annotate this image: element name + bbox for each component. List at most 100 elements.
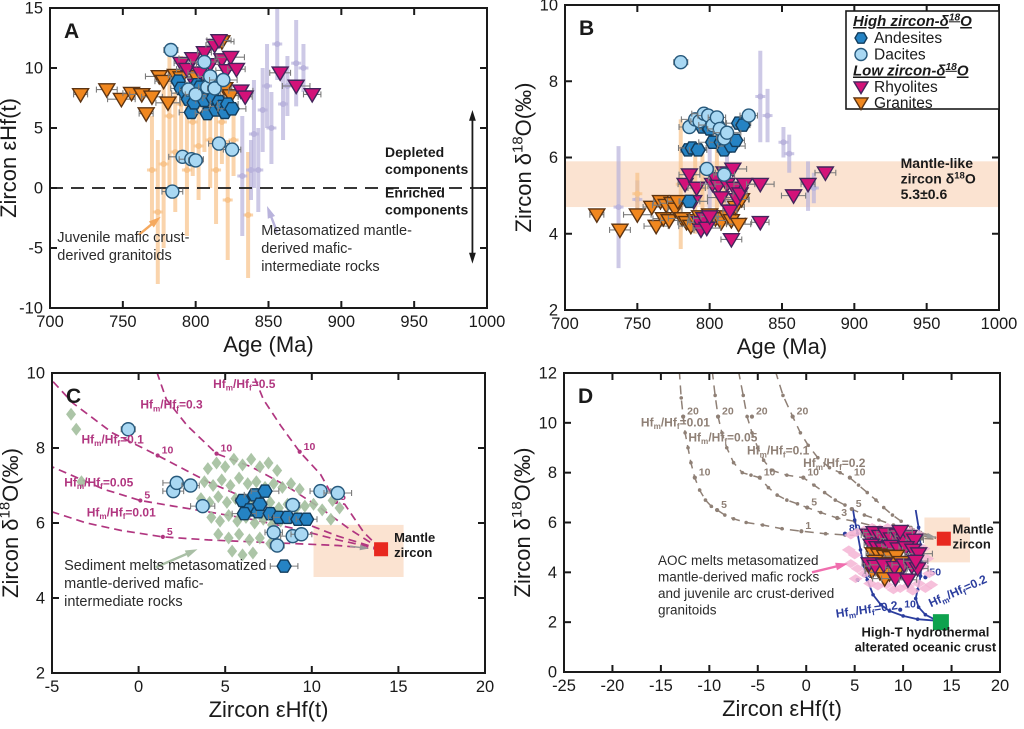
svg-text:-5: -5 bbox=[750, 677, 765, 695]
svg-text:750: 750 bbox=[624, 315, 652, 333]
svg-text:Zircon εHf(t): Zircon εHf(t) bbox=[0, 98, 21, 218]
svg-text:10: 10 bbox=[764, 467, 776, 479]
svg-text:10: 10 bbox=[894, 677, 912, 695]
svg-text:Hfm/Hff=0.05: Hfm/Hff=0.05 bbox=[64, 475, 133, 491]
svg-text:4: 4 bbox=[549, 225, 558, 243]
svg-text:Sediment melts metasomatized: Sediment melts metasomatized bbox=[64, 558, 266, 574]
svg-text:Mantle: Mantle bbox=[953, 522, 994, 537]
svg-text:5: 5 bbox=[167, 526, 173, 538]
svg-text:80: 80 bbox=[849, 523, 861, 535]
svg-text:900: 900 bbox=[328, 313, 356, 331]
svg-text:5: 5 bbox=[221, 678, 230, 696]
panel-a-chart: DepletedcomponentsEnrichedcomponentsJuve… bbox=[0, 0, 505, 357]
svg-text:700: 700 bbox=[36, 313, 64, 331]
svg-text:Hfm/Hff=0.3: Hfm/Hff=0.3 bbox=[140, 398, 203, 414]
svg-text:20: 20 bbox=[476, 678, 494, 696]
svg-text:Low zircon-δ18O: Low zircon-δ18O bbox=[853, 62, 969, 80]
svg-text:10: 10 bbox=[221, 443, 233, 455]
svg-text:6: 6 bbox=[548, 514, 557, 532]
svg-text:Zircon δ18O(‰): Zircon δ18O(‰) bbox=[512, 448, 535, 598]
svg-text:-5: -5 bbox=[45, 678, 60, 696]
svg-text:intermediate rocks: intermediate rocks bbox=[261, 259, 379, 275]
svg-text:Zircon εHf(t): Zircon εHf(t) bbox=[722, 696, 842, 721]
svg-text:5: 5 bbox=[34, 120, 43, 138]
svg-text:12: 12 bbox=[539, 365, 557, 383]
svg-text:C: C bbox=[66, 385, 81, 408]
panel-d-chart: 20202020101010105553180405010Hfm/Hff=0.0… bbox=[512, 365, 1009, 722]
svg-text:0: 0 bbox=[134, 678, 143, 696]
svg-text:10: 10 bbox=[304, 441, 316, 453]
svg-text:20: 20 bbox=[722, 406, 734, 418]
svg-text:Enriched: Enriched bbox=[385, 185, 445, 201]
svg-text:10: 10 bbox=[904, 599, 916, 611]
svg-text:components: components bbox=[385, 161, 468, 177]
svg-text:15: 15 bbox=[389, 678, 407, 696]
svg-text:derived granitoids: derived granitoids bbox=[57, 248, 171, 264]
svg-text:4: 4 bbox=[36, 590, 45, 608]
svg-text:Mantle-like: Mantle-like bbox=[901, 155, 974, 171]
svg-text:10: 10 bbox=[699, 467, 711, 479]
svg-text:8: 8 bbox=[549, 73, 558, 91]
svg-text:D: D bbox=[578, 385, 593, 408]
svg-text:5: 5 bbox=[856, 498, 862, 510]
svg-text:2: 2 bbox=[549, 302, 558, 320]
svg-text:Hfm/Hff=0.5: Hfm/Hff=0.5 bbox=[213, 377, 276, 393]
svg-text:Depleted: Depleted bbox=[385, 144, 444, 160]
svg-text:0: 0 bbox=[34, 180, 43, 198]
svg-text:4: 4 bbox=[548, 564, 557, 582]
svg-text:-15: -15 bbox=[649, 677, 673, 695]
svg-text:Andesites: Andesites bbox=[874, 30, 942, 47]
svg-text:Zircon εHf(t): Zircon εHf(t) bbox=[209, 697, 329, 722]
svg-text:-5: -5 bbox=[28, 240, 43, 258]
svg-text:800: 800 bbox=[182, 313, 210, 331]
svg-text:10: 10 bbox=[807, 467, 819, 479]
svg-text:AOC melts metasomatized: AOC melts metasomatized bbox=[658, 553, 819, 568]
svg-text:20: 20 bbox=[797, 406, 809, 418]
svg-text:5: 5 bbox=[721, 499, 727, 511]
svg-text:20: 20 bbox=[991, 677, 1009, 695]
svg-text:-10: -10 bbox=[19, 300, 43, 318]
svg-text:10: 10 bbox=[27, 365, 45, 383]
svg-text:Dacites: Dacites bbox=[874, 47, 926, 64]
svg-text:5: 5 bbox=[850, 677, 859, 695]
svg-text:15: 15 bbox=[942, 677, 960, 695]
svg-text:0: 0 bbox=[802, 677, 811, 695]
svg-text:B: B bbox=[579, 17, 594, 40]
svg-text:-10: -10 bbox=[697, 677, 721, 695]
svg-text:10: 10 bbox=[539, 414, 557, 432]
svg-text:50: 50 bbox=[929, 566, 941, 578]
svg-text:8: 8 bbox=[548, 464, 557, 482]
svg-text:850: 850 bbox=[255, 313, 283, 331]
svg-text:6: 6 bbox=[36, 515, 45, 533]
svg-text:zircon: zircon bbox=[953, 537, 991, 552]
svg-text:A: A bbox=[64, 20, 79, 43]
svg-text:components: components bbox=[385, 202, 468, 218]
svg-text:zircon: zircon bbox=[394, 545, 432, 560]
svg-text:zircon δ18O: zircon δ18O bbox=[901, 170, 976, 186]
svg-text:High zircon-δ18O: High zircon-δ18O bbox=[853, 12, 972, 30]
svg-text:10: 10 bbox=[25, 60, 43, 78]
svg-text:mantle-derived mafic-: mantle-derived mafic- bbox=[64, 576, 204, 592]
svg-text:0: 0 bbox=[548, 664, 557, 682]
svg-text:intermediate rocks: intermediate rocks bbox=[64, 594, 182, 610]
svg-text:Hfm/Hff=0.1: Hfm/Hff=0.1 bbox=[81, 433, 144, 449]
svg-text:10: 10 bbox=[162, 445, 174, 457]
svg-text:700: 700 bbox=[551, 315, 579, 333]
svg-text:Hfm/Hff=0.2: Hfm/Hff=0.2 bbox=[835, 598, 899, 622]
svg-text:3: 3 bbox=[841, 507, 847, 519]
svg-text:8: 8 bbox=[36, 440, 45, 458]
svg-text:20: 20 bbox=[756, 406, 768, 418]
svg-text:1: 1 bbox=[805, 520, 811, 532]
svg-text:15: 15 bbox=[25, 0, 43, 18]
svg-text:mantle-derived mafic rocks: mantle-derived mafic rocks bbox=[658, 569, 820, 584]
svg-text:Hfm/Hff=0.1: Hfm/Hff=0.1 bbox=[747, 444, 810, 460]
svg-text:Hfm/Hff=0.05: Hfm/Hff=0.05 bbox=[688, 431, 757, 447]
svg-text:Granites: Granites bbox=[874, 95, 933, 112]
svg-text:Hfm/Hff=0.2: Hfm/Hff=0.2 bbox=[803, 456, 866, 472]
svg-text:10: 10 bbox=[854, 467, 866, 479]
svg-text:2: 2 bbox=[36, 665, 45, 683]
svg-text:6: 6 bbox=[549, 149, 558, 167]
svg-text:20: 20 bbox=[687, 406, 699, 418]
svg-text:10: 10 bbox=[540, 0, 558, 15]
